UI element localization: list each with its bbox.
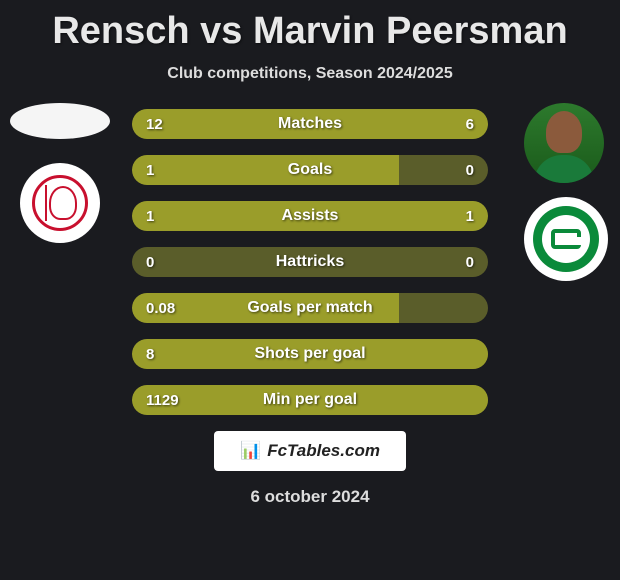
player-right-photo xyxy=(524,103,604,183)
stat-value-right: 1 xyxy=(466,208,474,225)
stat-label: Shots per goal xyxy=(132,345,488,363)
footer: FcTables.com xyxy=(0,431,620,471)
stat-label: Assists xyxy=(132,207,488,225)
club-logo-ajax xyxy=(20,163,100,243)
fctables-badge: FcTables.com xyxy=(214,431,406,471)
stats-container: 12Matches61Goals01Assists10Hattricks00.0… xyxy=(132,103,488,415)
stat-row: 0.08Goals per match xyxy=(132,293,488,323)
subtitle: Club competitions, Season 2024/2025 xyxy=(0,65,620,83)
stat-row: 8Shots per goal xyxy=(132,339,488,369)
stat-label: Goals per match xyxy=(132,299,488,317)
comparison-content: 12Matches61Goals01Assists10Hattricks00.0… xyxy=(0,103,620,415)
stat-label: Matches xyxy=(132,115,488,133)
stat-row: 12Matches6 xyxy=(132,109,488,139)
club-logo-groningen xyxy=(524,197,608,281)
stat-row: 1Goals0 xyxy=(132,155,488,185)
stat-value-right: 0 xyxy=(466,254,474,271)
stat-row: 0Hattricks0 xyxy=(132,247,488,277)
groningen-icon xyxy=(533,206,599,272)
player-left-column xyxy=(10,103,110,243)
ajax-icon xyxy=(32,175,88,231)
stat-row: 1Assists1 xyxy=(132,201,488,231)
page-title: Rensch vs Marvin Peersman xyxy=(0,0,620,53)
stat-value-right: 6 xyxy=(466,116,474,133)
stat-label: Min per goal xyxy=(132,391,488,409)
player-left-photo xyxy=(10,103,110,139)
date-label: 6 october 2024 xyxy=(0,487,620,507)
stat-row: 1129Min per goal xyxy=(132,385,488,415)
stat-label: Goals xyxy=(132,161,488,179)
stat-label: Hattricks xyxy=(132,253,488,271)
player-right-column xyxy=(524,103,608,281)
stat-value-right: 0 xyxy=(466,162,474,179)
